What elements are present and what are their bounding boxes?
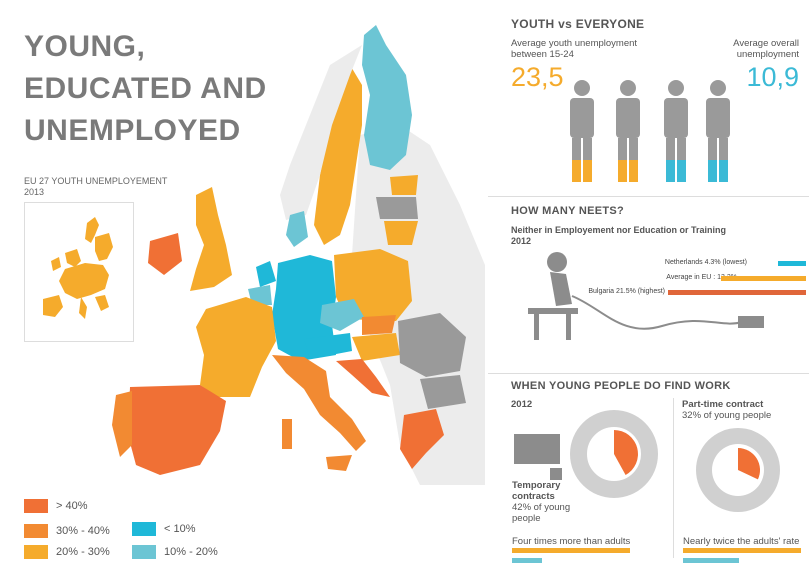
- title-line: YOUNG,: [24, 30, 146, 63]
- overall-label-line: Average overall: [733, 38, 799, 49]
- map-region-italy: [272, 355, 366, 451]
- compare-bar: [512, 558, 542, 563]
- neet-bar-label: Bulgaria 21.5% (highest): [588, 288, 665, 295]
- work-heading: WHEN YOUNG PEOPLE DO FIND WORK: [511, 380, 731, 392]
- map-region-sardinia: [282, 419, 292, 449]
- map-region-uk: [190, 187, 232, 291]
- compare-bar: [683, 558, 739, 563]
- map-region-bulgaria: [420, 375, 466, 409]
- column-divider: [673, 398, 674, 558]
- legend-item: > 40%: [24, 499, 88, 513]
- legend-label: > 40%: [56, 500, 88, 512]
- overall-label-line: unemployment: [736, 49, 799, 60]
- people-figures: [570, 80, 730, 182]
- section-divider: [488, 196, 809, 197]
- map-region-czech: [320, 299, 364, 331]
- temporary-title-line: contracts: [512, 491, 555, 502]
- parttime-title: Part-time contract: [682, 399, 764, 410]
- map-region-denmark: [286, 211, 308, 247]
- inset-map-drawing: [43, 217, 113, 319]
- parttime-gear-graphic: [696, 428, 780, 512]
- map-subtitle-text: EU 27 YOUTH UNEMPLOYEMENT: [24, 176, 168, 186]
- map-year: 2013: [24, 187, 45, 197]
- legend-swatch: [132, 522, 156, 536]
- person-icon: [706, 80, 730, 182]
- map-region-latvia: [376, 197, 418, 219]
- legend-label: < 10%: [164, 523, 196, 535]
- legend-label: 30% - 40%: [56, 525, 110, 537]
- youth-heading: YOUTH vs EVERYONE: [511, 17, 645, 31]
- map-region-estonia: [390, 175, 418, 195]
- map-region-belgium: [248, 285, 272, 305]
- work-year: 2012: [511, 399, 533, 410]
- compare-bar: [683, 548, 801, 553]
- map-region-slovakia: [362, 315, 396, 335]
- neet-bar: [778, 261, 806, 266]
- neet-bar: [721, 276, 806, 281]
- neet-bar: [668, 290, 806, 295]
- neet-figure: [528, 252, 764, 340]
- person-icon: [616, 80, 640, 182]
- parttime-compare: Nearly twice the adults' rate: [683, 536, 800, 547]
- neets-subheading: Neither in Employement nor Education or …: [511, 225, 726, 247]
- neets-year: 2012: [511, 236, 532, 246]
- map-region-norway: [280, 45, 362, 220]
- section-divider: [488, 373, 809, 374]
- overall-label: Average overall unemployment: [733, 38, 799, 60]
- neets-subheading-text: Neither in Employement nor Education or …: [511, 225, 727, 235]
- map-region-greece: [400, 409, 444, 469]
- map-subtitle: EU 27 YOUTH UNEMPLOYEMENT 2013: [24, 176, 167, 198]
- map-region-hungary: [352, 333, 400, 361]
- temporary-pie-slice: [614, 430, 638, 475]
- temporary-text-line: 42% of young: [512, 502, 571, 513]
- map-region-france: [196, 297, 276, 397]
- legend-swatch: [132, 545, 156, 559]
- map-region-ireland: [148, 233, 182, 275]
- temporary-gear-graphic: [514, 410, 658, 498]
- overall-value: 10,9: [746, 62, 799, 92]
- neets-heading: HOW MANY NEETS?: [511, 205, 625, 217]
- title-line: UNEMPLOYED: [24, 114, 241, 147]
- map-region-finland: [362, 25, 412, 170]
- temporary-compare: Four times more than adults: [512, 536, 631, 547]
- parttime-pie-slice: [738, 448, 761, 480]
- temporary-title-line: Temporary: [512, 480, 561, 491]
- temporary-title: Temporary contracts: [512, 480, 560, 502]
- legend-swatch: [24, 524, 48, 538]
- map-region-portugal: [112, 391, 132, 457]
- map-region-lithuania: [384, 221, 418, 245]
- neet-bar-label: Average in EU : 13.2%: [666, 274, 737, 281]
- neet-bar-label: Netherlands 4.3% (lowest): [664, 259, 747, 266]
- inset-map: [24, 202, 134, 342]
- map-region-spain: [128, 385, 226, 475]
- person-icon: [664, 80, 688, 182]
- compare-bar: [512, 548, 630, 553]
- legend-item: 10% - 20%: [132, 545, 218, 559]
- map-region-sicily: [326, 455, 352, 471]
- temporary-text: 42% of young people: [512, 502, 570, 524]
- map-region-croatia: [336, 359, 390, 397]
- map-region-sweden: [314, 65, 362, 245]
- legend-label: 20% - 30%: [56, 546, 110, 558]
- map-region-netherlands: [256, 261, 276, 287]
- legend-swatch: [24, 545, 48, 559]
- map-region-austria: [304, 333, 352, 359]
- youth-label-line: Average youth unemployment: [511, 38, 638, 49]
- title-line: EDUCATED AND: [24, 72, 267, 105]
- youth-label: Average youth unemployment between 15-24: [511, 38, 637, 60]
- parttime-text: 32% of young people: [682, 410, 772, 421]
- europe-map: [112, 25, 485, 485]
- legend-item: 20% - 30%: [24, 545, 110, 559]
- main-title: YOUNG, EDUCATED AND UNEMPLOYED: [24, 26, 267, 152]
- temporary-text-line: people: [512, 513, 541, 524]
- youth-label-line: between 15-24: [511, 49, 574, 60]
- map-region-romania: [398, 313, 466, 377]
- legend-swatch: [24, 499, 48, 513]
- person-icon: [570, 80, 594, 182]
- legend-label: 10% - 20%: [164, 546, 218, 558]
- map-region-germany: [272, 255, 336, 361]
- legend-item: < 10%: [132, 522, 196, 536]
- legend-item: 30% - 40%: [24, 524, 110, 538]
- youth-value: 23,5: [511, 62, 564, 92]
